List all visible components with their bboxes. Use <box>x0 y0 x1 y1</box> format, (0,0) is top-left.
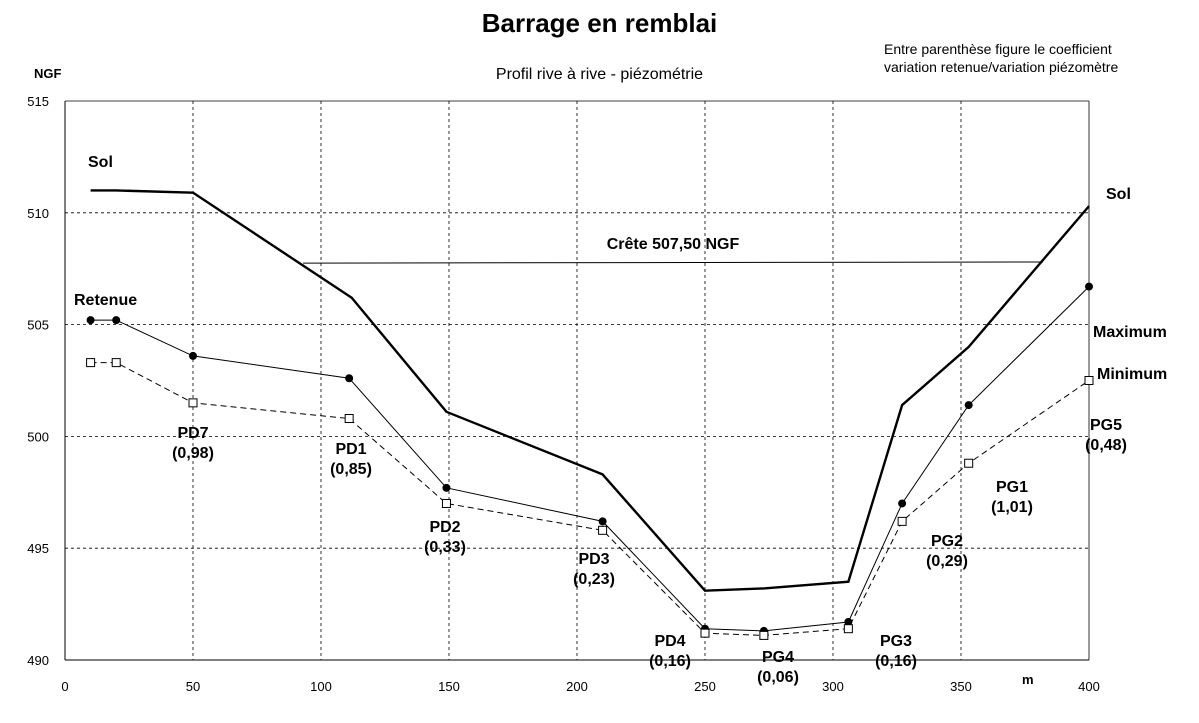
annotation-pd7-name: PD7 <box>177 425 209 442</box>
series-minimum-point-11 <box>1084 376 1094 385</box>
y-tick-label-515: 515 <box>27 94 49 109</box>
annotation-pg1: PG1 (1,01) <box>979 478 1045 518</box>
annotation-pg2-name: PG2 <box>930 533 963 550</box>
series-minimum-point-3 <box>344 414 354 424</box>
annotation-pd3: PD3 (0,23) <box>561 550 627 590</box>
series-maximum-point-1 <box>112 316 121 325</box>
x-tick-label-300: 300 <box>822 679 844 694</box>
series-maximum-line <box>90 286 1090 632</box>
annotation-pg1-coef: (1,01) <box>991 499 1033 516</box>
annotation-pg3-name: PG3 <box>879 633 912 650</box>
y-axis-label: NGF <box>34 66 62 81</box>
label-sol-right: Sol <box>1106 186 1131 203</box>
y-tick-label-510: 510 <box>27 206 49 221</box>
annotation-pg5-name: PG5 <box>1089 417 1122 434</box>
label-sol-left: Sol <box>88 154 113 171</box>
x-tick-label-350: 350 <box>950 679 972 694</box>
crest-line <box>303 261 1043 264</box>
annotation-pg1-name: PG1 <box>995 479 1028 496</box>
annotation-pd4-name: PD4 <box>654 633 686 650</box>
series-sol-line <box>90 189 1090 592</box>
series-minimum-point-1 <box>111 358 121 368</box>
chart-note: Entre parenthèse figure le coefficient v… <box>884 40 1118 76</box>
series-maximum-point-0 <box>86 316 95 325</box>
annotation-pd7: PD7 (0,98) <box>160 424 226 464</box>
series-minimum-point-9 <box>897 516 907 526</box>
series-maximum-point-4 <box>442 483 451 492</box>
x-tick-label-50: 50 <box>186 679 200 694</box>
y-tick-label-500: 500 <box>27 429 49 444</box>
annotation-pd4: PD4 (0,16) <box>637 632 703 672</box>
annotation-pg2-coef: (0,29) <box>926 553 968 570</box>
annotation-pd3-name: PD3 <box>578 551 610 568</box>
series-minimum-point-0 <box>86 358 96 368</box>
annotation-pd2-coef: (0,33) <box>424 539 466 556</box>
annotation-pd2-name: PD2 <box>429 519 461 536</box>
x-axis-unit: m <box>1022 672 1034 687</box>
annotation-pd3-coef: (0,23) <box>573 571 615 588</box>
annotation-pg3-coef: (0,16) <box>875 653 917 670</box>
series-maximum-point-3 <box>345 374 354 383</box>
series-minimum-line <box>90 362 1090 636</box>
y-tick-label-490: 490 <box>27 653 49 668</box>
series-minimum-point-8 <box>843 624 853 634</box>
annotation-pd7-coef: (0,98) <box>172 445 214 462</box>
x-tick-label-200: 200 <box>566 679 588 694</box>
series-minimum-point-2 <box>188 398 198 408</box>
series-minimum-point-7 <box>759 630 769 640</box>
annotation-pg4: PG4 (0,06) <box>745 648 811 688</box>
series-minimum-point-5 <box>598 525 608 535</box>
annotation-pd1-coef: (0,85) <box>330 461 372 478</box>
series-minimum-point-6 <box>700 628 710 638</box>
x-tick-label-250: 250 <box>694 679 716 694</box>
series-minimum-point-4 <box>441 498 451 508</box>
chart-title: Barrage en remblai <box>481 8 718 38</box>
annotation-pg5-coef: (0,48) <box>1085 437 1127 454</box>
annotation-pd1-name: PD1 <box>335 441 367 458</box>
annotation-pg4-name: PG4 <box>761 649 794 666</box>
annotation-pd1: PD1 (0,85) <box>318 440 384 480</box>
series-maximum-point-5 <box>598 517 607 526</box>
label-minimum: Minimum <box>1097 366 1168 383</box>
x-tick-label-150: 150 <box>438 679 460 694</box>
x-tick-label-0: 0 <box>61 679 68 694</box>
annotation-pd2: PD2 (0,33) <box>412 518 478 558</box>
crest-label: Crête 507,50 NGF <box>607 236 740 253</box>
series-minimum-point-10 <box>964 458 974 468</box>
series-maximum-point-10 <box>964 401 973 410</box>
chart-note-line-1: Entre parenthèse figure le coefficient <box>884 41 1112 57</box>
x-tick-label-100: 100 <box>310 679 332 694</box>
annotation-pd4-coef: (0,16) <box>649 653 691 670</box>
annotation-pg4-coef: (0,06) <box>757 669 799 686</box>
series-maximum-point-2 <box>189 351 197 360</box>
annotation-pg3: PG3 (0,16) <box>863 632 929 672</box>
label-retenue: Retenue <box>74 292 138 309</box>
series-maximum-point-9 <box>898 499 907 508</box>
y-tick-label-495: 495 <box>27 541 49 556</box>
x-tick-label-400: 400 <box>1078 679 1100 694</box>
label-maximum: Maximum <box>1093 324 1167 341</box>
y-tick-label-505: 505 <box>27 318 49 333</box>
chart-note-line-2: variation retenue/variation piézomètre <box>884 59 1119 75</box>
annotation-pg5: PG5 (0,48) <box>1073 416 1139 456</box>
chart-subtitle: Profil rive à rive - piézométrie <box>495 66 704 83</box>
series-maximum-point-11 <box>1085 282 1093 291</box>
annotation-pg2: PG2 (0,29) <box>914 532 980 572</box>
